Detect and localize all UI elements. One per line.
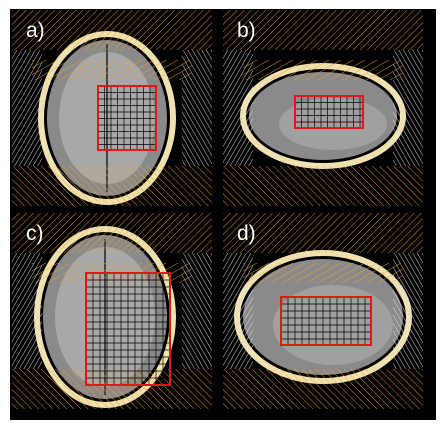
voi-outline bbox=[97, 85, 157, 151]
saturation-band bbox=[12, 369, 212, 409]
panel-label-c: c) bbox=[26, 222, 44, 245]
voi-outline bbox=[294, 95, 364, 129]
voi-outline bbox=[85, 272, 171, 386]
saturation-band bbox=[243, 60, 403, 80]
saturation-band bbox=[223, 10, 423, 50]
saturation-band bbox=[243, 263, 403, 283]
panel-c: c) bbox=[12, 213, 212, 409]
saturation-band bbox=[223, 213, 423, 253]
panel-label-d: d) bbox=[237, 222, 256, 245]
voi-outline bbox=[280, 296, 372, 346]
panel-d: d) bbox=[223, 213, 423, 409]
mri-image-a bbox=[12, 10, 212, 206]
panel-a: a) bbox=[12, 10, 212, 206]
saturation-band bbox=[32, 60, 192, 80]
panel-b: b) bbox=[223, 10, 423, 206]
voxel-grid bbox=[294, 95, 363, 128]
saturation-band bbox=[12, 10, 212, 50]
mri-image-b bbox=[223, 10, 423, 206]
saturation-band bbox=[12, 166, 212, 206]
saturation-band bbox=[12, 213, 212, 253]
panel-label-a: a) bbox=[26, 19, 45, 42]
voxel-grid bbox=[280, 296, 371, 345]
mri-image-c bbox=[12, 213, 212, 409]
mri-image-d bbox=[223, 213, 423, 409]
panel-label-b: b) bbox=[237, 19, 256, 42]
saturation-band bbox=[223, 369, 423, 409]
saturation-band bbox=[223, 166, 423, 206]
